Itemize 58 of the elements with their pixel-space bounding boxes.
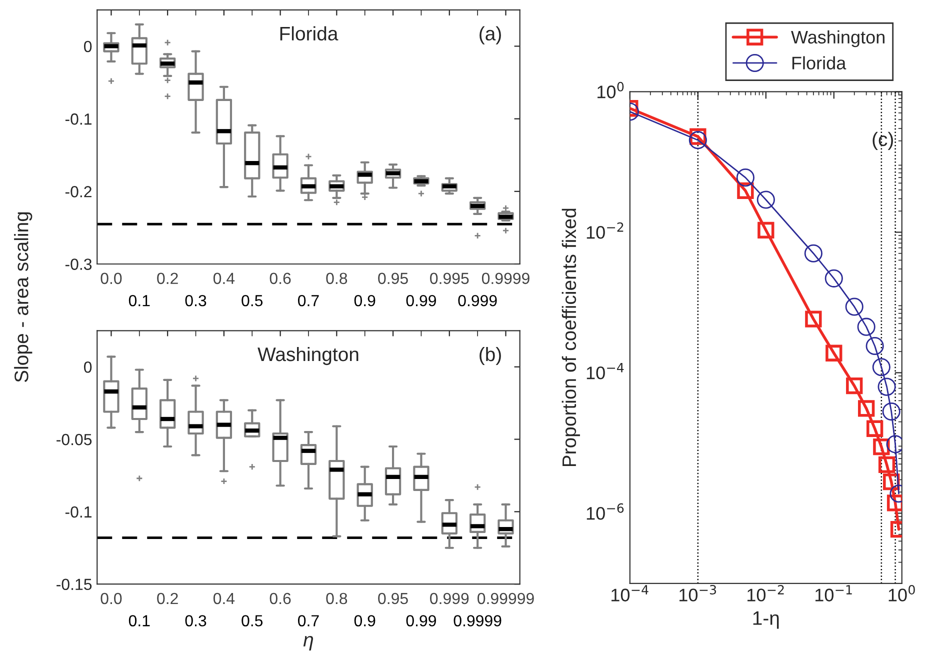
x-tick-label: 10$^{0}$ [888,584,915,602]
x-tick-label: 0.0 [100,592,122,604]
x-axis-title: 1-η [753,611,779,629]
text: Washington [258,346,358,366]
x-tick-label: 0.999 [430,592,469,604]
y-tick-label: 10$^{−4}$ [586,363,624,380]
y-tick-label: 10$^{−2}$ [586,222,624,239]
x-tick-label: 0.7 [298,615,319,626]
x-tick-label: 0.1 [128,294,150,306]
x-axis-title: η [303,636,314,650]
x-tick-label: 0.8 [326,592,348,604]
y-tick-label: 0 [84,362,92,373]
x-tick-label: 0.999 [458,294,497,306]
text: Florida [280,26,338,41]
x-tick-label: 0.3 [185,294,206,306]
x-tick-label: 0.99 [406,615,436,626]
x-tick-label: 0.2 [157,272,178,284]
x-tick-label: 0.9 [354,615,376,626]
annotation: (b) [480,346,501,366]
y-tick-label: -0.05 [56,434,92,446]
legend-label: Washington [791,30,884,48]
y-tick-label: -0.2 [65,186,92,198]
y-tick-label: 10$^{0}$ [598,82,624,98]
y-axis-title: Slope - area scaling [14,212,32,382]
y-tick-label: -0.1 [65,113,92,125]
x-tick-label: 0.5 [242,294,263,306]
x-tick-label: 0.2 [157,592,178,604]
x-tick-label: 0.6 [270,592,291,604]
x-tick-label: 10$^{−3}$ [680,584,716,602]
x-tick-label: 0.3 [185,615,206,626]
y-tick-label: 0 [84,40,92,52]
x-tick-label: 0.9999 [454,615,502,626]
y-tick-label: 10$^{−6}$ [586,503,624,520]
x-tick-label: 0.0 [100,272,122,284]
x-tick-label: 0.99999 [478,592,534,604]
y-tick-label: -0.1 [65,506,92,518]
x-tick-label: 10$^{−1}$ [815,585,852,602]
x-tick-label: 0.9999 [482,272,530,284]
y-tick-label: -0.15 [56,578,92,590]
x-tick-label: 0.8 [326,272,348,284]
annotation: (c) [872,132,893,150]
annotation: (a) [480,26,501,44]
y-axis-title: Proportion of coefficients fixed [562,208,580,466]
x-tick-label: 0.4 [213,592,235,604]
x-tick-label: 0.99 [406,294,436,306]
x-tick-label: 0.9 [354,294,376,306]
x-tick-label: 10$^{−4}$ [612,585,648,602]
y-tick-label: -0.3 [65,258,92,270]
x-tick-label: 0.95 [378,272,408,284]
x-tick-label: 0.4 [213,272,235,284]
x-tick-label: 0.995 [430,272,469,284]
x-tick-label: 10$^{−2}$ [748,584,784,602]
x-tick-label: 0.7 [298,294,319,306]
legend-label: Florida [792,56,846,70]
x-tick-label: 0.5 [242,615,263,626]
x-tick-label: 0.95 [378,592,408,604]
x-tick-label: 0.1 [128,615,150,626]
x-tick-label: 0.6 [270,272,291,284]
